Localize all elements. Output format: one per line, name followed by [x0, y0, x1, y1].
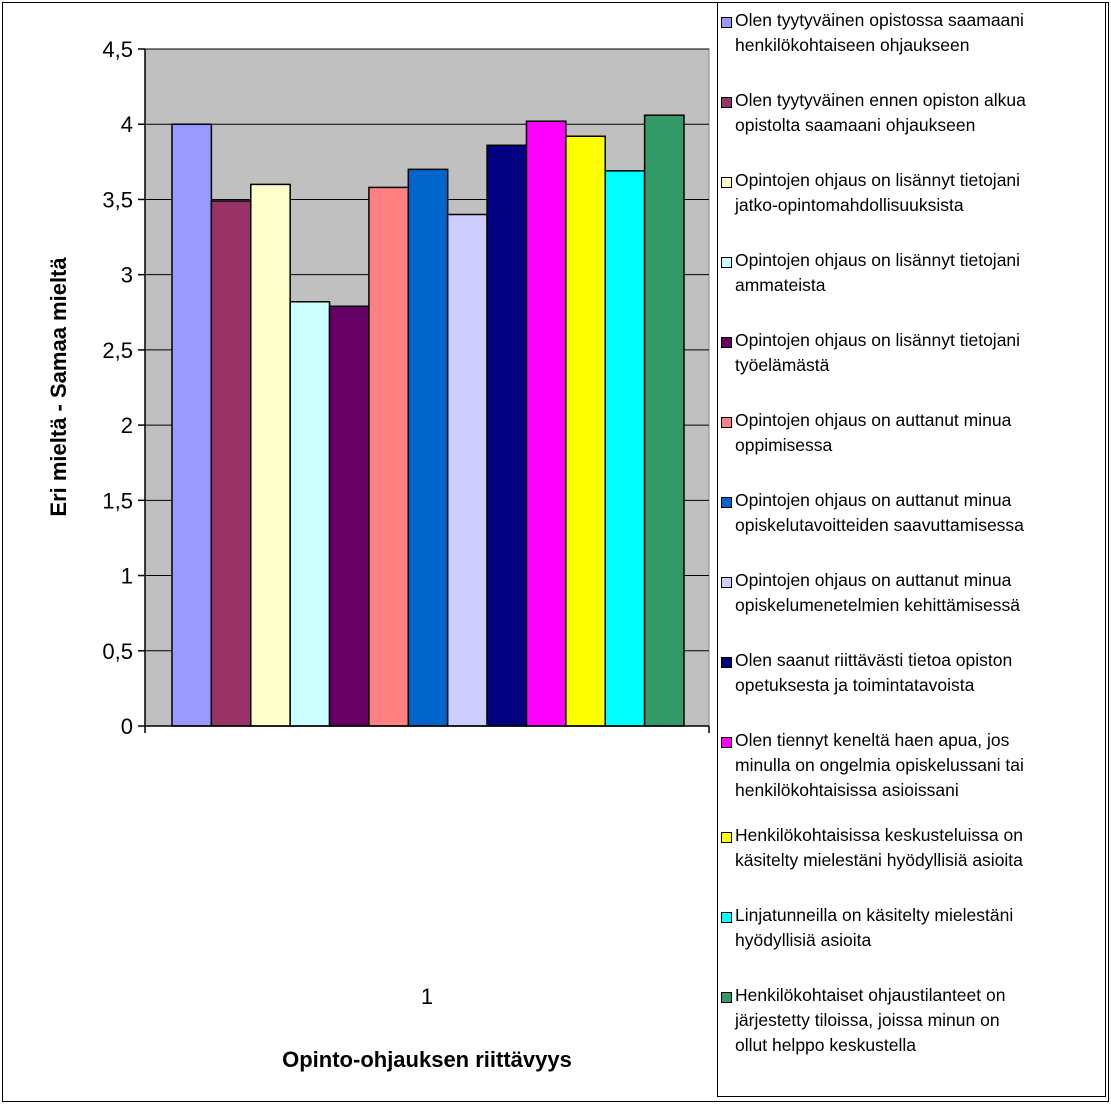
legend-label: Henkilökohtaisissa keskusteluissa on käs… [735, 825, 1023, 870]
bar [328, 305, 370, 727]
bar [525, 120, 567, 727]
legend-swatch [721, 992, 732, 1003]
bar [250, 183, 291, 727]
legend-label: Opintojen ohjaus on lisännyt tietojani j… [735, 170, 1021, 215]
y-tick-label: 0 [121, 714, 133, 739]
legend-swatch [721, 97, 732, 108]
bar [643, 114, 685, 727]
legend: Olen tyytyväinen opistossa saamaani henk… [717, 2, 1106, 1097]
bar [210, 200, 252, 727]
legend-swatch [721, 577, 732, 588]
y-tick-labels: 0 0,5 1 1,5 2 2,5 3 3,5 4 4,5 [102, 37, 133, 739]
axes [138, 48, 710, 733]
legend-label: Olen tyytyväinen ennen opiston alkua opi… [735, 90, 1026, 135]
bars [171, 114, 685, 727]
y-axis-title: Eri mieltä - Samaa mieltä [46, 257, 71, 517]
legend-label: Opintojen ohjaus on auttanut minua oppim… [735, 410, 1012, 455]
y-tick-label: 1,5 [102, 488, 133, 513]
y-tick-label: 0,5 [102, 639, 133, 664]
legend-label: Olen tiennyt keneltä haen apua, jos minu… [735, 730, 1024, 800]
legend-label: Linjatunneilla on käsitelty mielestäni h… [735, 905, 1014, 950]
legend-swatch [721, 257, 732, 268]
y-tick-label: 2 [121, 413, 133, 438]
legend-label: Opintojen ohjaus on lisännyt tietojani a… [735, 250, 1021, 295]
legend-label: Opintojen ohjaus on auttanut minua opisk… [735, 490, 1024, 535]
legend-label: Henkilökohtaiset ohjaustilanteet on järj… [735, 985, 1006, 1055]
legend-label: Opintojen ohjaus on auttanut minua opisk… [735, 570, 1020, 615]
y-tick-label: 3,5 [102, 187, 133, 212]
y-tick-label: 1 [121, 564, 133, 589]
bar [171, 123, 213, 727]
legend-label: Olen tyytyväinen opistossa saamaani henk… [735, 10, 1024, 55]
legend-swatch [721, 497, 732, 508]
bar [486, 144, 528, 727]
bar [565, 135, 606, 727]
x-tick-label: 1 [421, 984, 433, 1009]
bar [368, 186, 410, 727]
legend-label: Olen saanut riittävästi tietoa opiston o… [735, 650, 1013, 695]
legend-swatch [721, 337, 732, 348]
y-tick-label: 4 [121, 112, 133, 137]
legend-swatch [721, 737, 732, 748]
bar [446, 213, 488, 727]
legend-swatch [721, 832, 732, 843]
y-tick-label: 3 [121, 263, 133, 288]
legend-swatch [721, 17, 732, 28]
x-axis-title: Opinto-ohjauksen riittävyys [282, 1047, 572, 1072]
bar [289, 300, 331, 727]
bar [604, 170, 646, 727]
legend-swatch [721, 912, 732, 923]
legend-swatch [721, 657, 732, 668]
legend-swatch [721, 417, 732, 428]
legend-label: Opintojen ohjaus on lisännyt tietojani t… [735, 330, 1021, 375]
y-tick-label: 4,5 [102, 37, 133, 62]
bar [407, 168, 449, 727]
legend-swatch [721, 177, 732, 188]
y-tick-label: 2,5 [102, 338, 133, 363]
